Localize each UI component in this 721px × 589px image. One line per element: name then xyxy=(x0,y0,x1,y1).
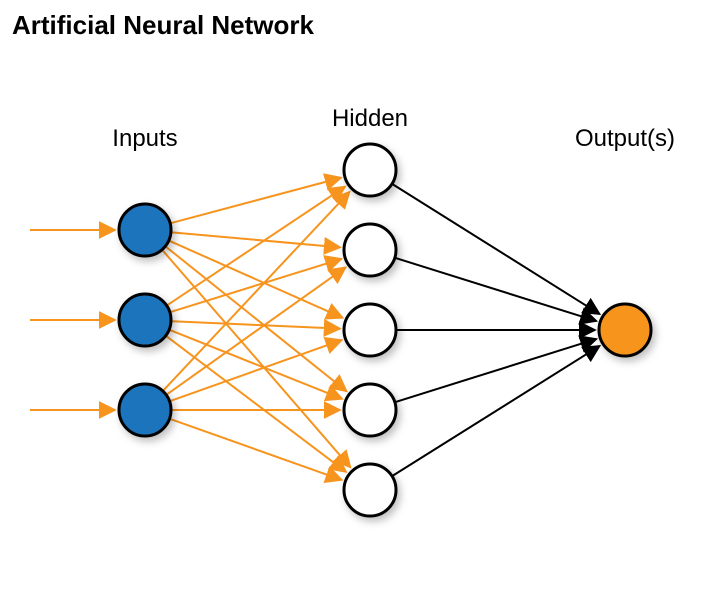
hidden-to-output-edge xyxy=(396,339,597,402)
hidden-node-3 xyxy=(344,384,396,436)
hidden-node-0 xyxy=(344,144,396,196)
hidden-node-4 xyxy=(344,464,396,516)
network-svg xyxy=(0,0,721,589)
neural-network-diagram: Artificial Neural Network Inputs Hidden … xyxy=(0,0,721,589)
input-node-2 xyxy=(119,384,171,436)
hidden-to-output-edge xyxy=(393,184,600,314)
hidden-to-output-edge xyxy=(396,258,597,321)
hidden-node-2 xyxy=(344,304,396,356)
hidden-node-1 xyxy=(344,224,396,276)
input-to-hidden-edge xyxy=(170,330,342,399)
input-to-hidden-edge xyxy=(170,241,343,318)
input-node-0 xyxy=(119,204,171,256)
input-to-hidden-edge xyxy=(167,336,347,472)
output-node-0 xyxy=(599,304,651,356)
input-to-hidden-edge xyxy=(172,321,340,328)
input-node-1 xyxy=(119,294,171,346)
input-to-hidden-edge xyxy=(171,178,341,223)
input-to-hidden-edge xyxy=(170,340,341,401)
hidden-to-output-edge xyxy=(393,346,600,476)
input-to-hidden-edge xyxy=(163,192,349,390)
